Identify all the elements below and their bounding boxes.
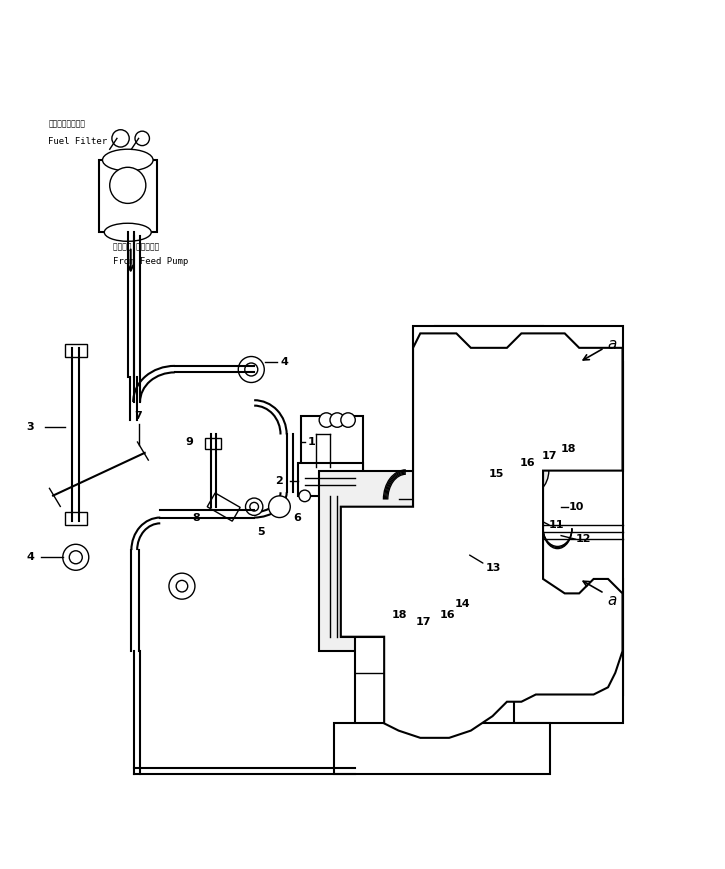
- Text: 3: 3: [27, 422, 34, 432]
- Text: 2: 2: [276, 476, 283, 487]
- Circle shape: [364, 725, 376, 736]
- Ellipse shape: [104, 223, 152, 242]
- Bar: [514, 428, 532, 467]
- Text: フィード ポンプから: フィード ポンプから: [113, 242, 160, 251]
- Text: 11: 11: [549, 520, 564, 530]
- Bar: [207, 493, 240, 521]
- Bar: [99, 160, 157, 232]
- Circle shape: [494, 725, 505, 736]
- Bar: [485, 496, 503, 582]
- Bar: [334, 723, 550, 774]
- Text: 16: 16: [440, 610, 455, 620]
- Circle shape: [245, 363, 258, 376]
- Text: 17: 17: [415, 617, 431, 627]
- Text: 6: 6: [294, 513, 302, 522]
- FancyBboxPatch shape: [301, 416, 362, 471]
- Circle shape: [239, 356, 265, 382]
- Circle shape: [429, 385, 484, 441]
- Circle shape: [439, 453, 474, 488]
- Circle shape: [268, 496, 290, 518]
- Text: 5: 5: [257, 527, 265, 537]
- Circle shape: [319, 413, 334, 428]
- Text: 4: 4: [281, 357, 289, 368]
- Text: 10: 10: [568, 501, 584, 512]
- Circle shape: [357, 490, 368, 501]
- Text: Fuel Filter: Fuel Filter: [49, 137, 107, 147]
- Circle shape: [70, 551, 82, 564]
- Circle shape: [63, 544, 88, 570]
- Bar: [205, 438, 221, 449]
- Bar: [435, 565, 453, 604]
- Bar: [355, 637, 514, 738]
- Text: 4: 4: [26, 553, 34, 562]
- Text: a: a: [607, 336, 616, 352]
- Bar: [65, 512, 86, 525]
- Circle shape: [109, 167, 146, 203]
- Text: 17: 17: [542, 451, 557, 461]
- Text: 8: 8: [193, 513, 200, 522]
- Text: 13: 13: [485, 563, 501, 574]
- Circle shape: [341, 413, 355, 428]
- Bar: [384, 669, 457, 731]
- Ellipse shape: [102, 149, 153, 171]
- Text: From Feed Pump: From Feed Pump: [113, 256, 188, 266]
- Text: フェエルフィルタ: フェエルフィルタ: [49, 119, 86, 129]
- Circle shape: [112, 129, 129, 147]
- Circle shape: [246, 498, 263, 515]
- Text: 16: 16: [520, 458, 536, 468]
- Text: 1: 1: [308, 437, 316, 447]
- Text: 12: 12: [576, 534, 591, 544]
- Bar: [65, 343, 86, 356]
- Text: a: a: [607, 594, 616, 608]
- Circle shape: [250, 502, 259, 511]
- Circle shape: [330, 413, 344, 428]
- Bar: [297, 463, 362, 496]
- Circle shape: [494, 385, 549, 441]
- Text: 14: 14: [455, 600, 471, 609]
- PathPatch shape: [341, 334, 623, 738]
- Circle shape: [439, 395, 474, 431]
- Circle shape: [503, 395, 539, 431]
- Text: 18: 18: [561, 444, 576, 454]
- Text: 15: 15: [489, 469, 505, 479]
- Text: 18: 18: [392, 610, 407, 620]
- Circle shape: [135, 131, 149, 146]
- PathPatch shape: [341, 326, 623, 723]
- Circle shape: [494, 443, 549, 498]
- Circle shape: [176, 580, 188, 592]
- Text: 7: 7: [135, 411, 143, 421]
- Circle shape: [429, 443, 484, 498]
- Circle shape: [503, 453, 539, 488]
- PathPatch shape: [319, 326, 623, 738]
- Circle shape: [299, 490, 310, 501]
- Bar: [520, 416, 534, 467]
- Circle shape: [169, 574, 195, 599]
- Bar: [435, 561, 450, 612]
- Text: 9: 9: [185, 437, 193, 447]
